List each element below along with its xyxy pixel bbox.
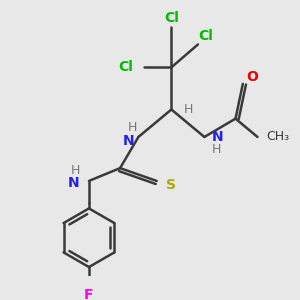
Text: H: H <box>184 103 194 116</box>
Text: CH₃: CH₃ <box>267 130 290 143</box>
Text: H: H <box>212 143 221 156</box>
Text: S: S <box>166 178 176 192</box>
Text: N: N <box>123 134 135 148</box>
Text: N: N <box>68 176 80 190</box>
Text: H: H <box>127 121 137 134</box>
Text: N: N <box>212 130 223 144</box>
Text: F: F <box>84 287 94 300</box>
Text: Cl: Cl <box>164 11 179 25</box>
Text: Cl: Cl <box>118 60 133 74</box>
Text: Cl: Cl <box>198 29 213 43</box>
Text: O: O <box>247 70 258 83</box>
Text: H: H <box>70 164 80 177</box>
